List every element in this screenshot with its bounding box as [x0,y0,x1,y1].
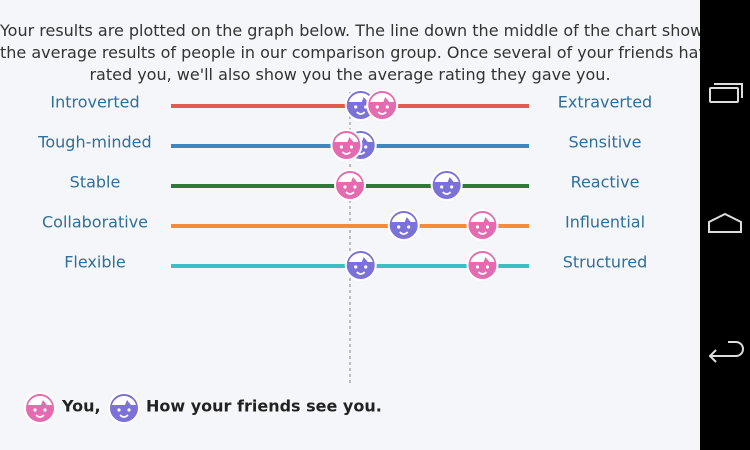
intro-line: Your results are plotted on the graph be… [0,21,712,40]
face-hair [348,93,373,102]
left-trait-label: Flexible [64,253,126,272]
face-marker [108,392,140,424]
left-trait-label: Tough-minded [37,133,151,152]
face-mouth [477,271,488,275]
face-eye [343,185,347,189]
face-eye [127,408,131,412]
legend-friends: How your friends see you. [146,397,382,416]
face-hair [28,396,52,405]
face-eye [339,145,344,149]
left-trait-label: Collaborative [42,213,148,232]
face-mouth [119,414,129,418]
left-trait-label: Introverted [50,93,139,112]
right-trait-label: Structured [563,253,648,272]
face-eye [397,225,401,229]
face-hair [470,213,495,222]
face-eye [385,105,389,109]
nav-icons [708,83,744,363]
right-trait-label: Sensitive [569,133,642,152]
intro-line: the average results of people in our com… [0,43,718,62]
face-eye [354,265,358,269]
face-hair [391,213,416,222]
face-eye [475,265,480,269]
face-eye [353,185,357,189]
face-mouth [341,151,351,155]
left-trait-label: Stable [70,173,121,192]
face-eye [33,408,37,412]
face-marker [366,89,399,121]
face-marker [334,169,366,201]
face-mouth [377,111,387,115]
face-hair [470,253,495,262]
face-eye [43,408,47,412]
intro-text: Your results are plotted on the graph be… [0,20,718,86]
face-hair [370,93,395,102]
face-marker [344,249,377,281]
face-eye [364,145,368,149]
face-mouth [35,414,45,418]
right-trait-label: Reactive [571,173,640,192]
face-hair [112,396,136,405]
face-eye [450,185,454,189]
face-mouth [356,271,366,275]
face-eye [485,265,490,269]
face-eye [475,225,480,229]
recent-apps-button[interactable] [709,87,739,103]
right-trait-label: Influential [565,213,645,232]
back-button[interactable] [708,341,744,363]
face-hair [338,173,362,182]
face-eye [364,265,368,269]
legend-you: You, [61,397,101,416]
face-mouth [345,191,355,195]
face-eye [440,185,444,189]
face-eye [349,145,354,149]
face-marker [387,209,420,241]
face-eye [375,105,379,109]
home-button[interactable] [708,212,742,233]
nav-bar [700,0,750,450]
face-marker [466,209,499,241]
face-eye [485,225,490,229]
recent-apps-icon [714,83,743,98]
face-mouth [399,231,409,235]
face-marker [24,392,56,424]
face-marker [466,249,499,281]
face-marker [430,169,463,201]
face-hair [334,133,359,142]
right-trait-label: Extraverted [558,93,652,112]
face-mouth [442,191,452,195]
face-mouth [356,111,366,115]
face-eye [117,408,121,412]
face-mouth [477,231,488,235]
face-eye [407,225,411,229]
face-marker [330,129,363,161]
intro-line: rated you, we'll also show you the avera… [89,65,611,84]
face-hair [434,173,459,182]
face-hair [348,253,373,262]
face-eye [354,105,358,109]
